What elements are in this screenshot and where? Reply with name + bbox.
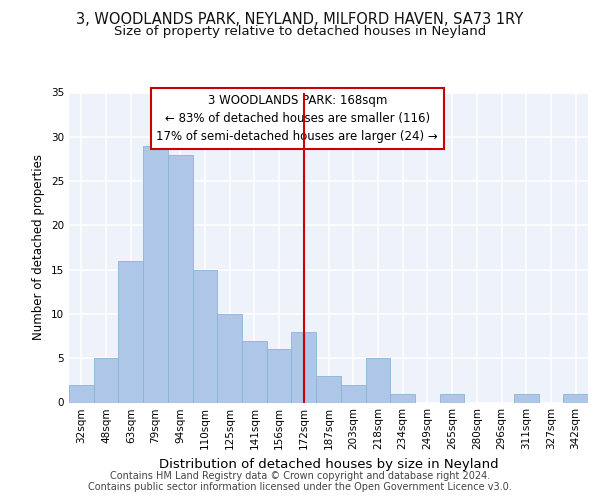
Bar: [440, 394, 464, 402]
Text: Contains HM Land Registry data © Crown copyright and database right 2024.
Contai: Contains HM Land Registry data © Crown c…: [88, 471, 512, 492]
Bar: [143, 146, 168, 402]
Bar: [168, 154, 193, 402]
Text: Size of property relative to detached houses in Neyland: Size of property relative to detached ho…: [114, 25, 486, 38]
Bar: [94, 358, 118, 403]
X-axis label: Distribution of detached houses by size in Neyland: Distribution of detached houses by size …: [158, 458, 499, 471]
Bar: [514, 394, 539, 402]
Text: 3 WOODLANDS PARK: 168sqm
← 83% of detached houses are smaller (116)
17% of semi-: 3 WOODLANDS PARK: 168sqm ← 83% of detach…: [157, 94, 438, 143]
Bar: [365, 358, 390, 403]
Bar: [118, 261, 143, 402]
Bar: [341, 385, 365, 402]
Text: 3, WOODLANDS PARK, NEYLAND, MILFORD HAVEN, SA73 1RY: 3, WOODLANDS PARK, NEYLAND, MILFORD HAVE…: [76, 12, 524, 28]
Y-axis label: Number of detached properties: Number of detached properties: [32, 154, 46, 340]
Bar: [390, 394, 415, 402]
Bar: [69, 385, 94, 402]
Bar: [242, 340, 267, 402]
Bar: [563, 394, 588, 402]
Bar: [267, 350, 292, 403]
Bar: [217, 314, 242, 402]
Bar: [316, 376, 341, 402]
Bar: [292, 332, 316, 402]
Bar: [193, 270, 217, 402]
